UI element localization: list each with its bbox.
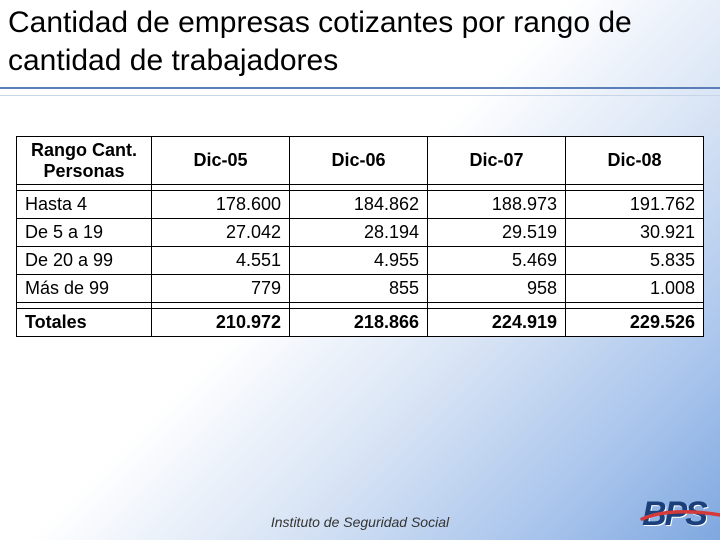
footer-text: Instituto de Seguridad Social [0,514,720,530]
cell: 779 [152,275,290,303]
cell: 5.469 [428,247,566,275]
title-divider [0,87,720,89]
cell: 4.551 [152,247,290,275]
cell: 5.835 [566,247,704,275]
table-row: De 20 a 99 4.551 4.955 5.469 5.835 [17,247,704,275]
row-label: De 20 a 99 [17,247,152,275]
totals-cell: 229.526 [566,309,704,337]
totals-label: Totales [17,309,152,337]
totals-cell: 210.972 [152,309,290,337]
cell: 30.921 [566,219,704,247]
row-label: Hasta 4 [17,191,152,219]
cell: 855 [290,275,428,303]
cell: 191.762 [566,191,704,219]
totals-cell: 218.866 [290,309,428,337]
cell: 178.600 [152,191,290,219]
col-header-0: Dic-05 [152,137,290,185]
totals-row: Totales 210.972 218.866 224.919 229.526 [17,309,704,337]
cell: 27.042 [152,219,290,247]
col-header-3: Dic-08 [566,137,704,185]
cell: 188.973 [428,191,566,219]
cell: 4.955 [290,247,428,275]
cell: 958 [428,275,566,303]
col-header-2: Dic-07 [428,137,566,185]
table-row: De 5 a 19 27.042 28.194 29.519 30.921 [17,219,704,247]
row-label: Más de 99 [17,275,152,303]
totals-cell: 224.919 [428,309,566,337]
table-row: Hasta 4 178.600 184.862 188.973 191.762 [17,191,704,219]
logo-text: BPS [642,495,706,533]
row-header: Rango Cant. Personas [17,137,152,185]
table-container: Rango Cant. Personas Dic-05 Dic-06 Dic-0… [0,96,720,337]
table-row: Más de 99 779 855 958 1.008 [17,275,704,303]
bps-logo: BPS [642,495,706,534]
cell: 184.862 [290,191,428,219]
cell: 29.519 [428,219,566,247]
cell: 28.194 [290,219,428,247]
col-header-1: Dic-06 [290,137,428,185]
row-label: De 5 a 19 [17,219,152,247]
data-table: Rango Cant. Personas Dic-05 Dic-06 Dic-0… [16,136,704,337]
page-title: Cantidad de empresas cotizantes por rang… [0,0,720,87]
table-header-row: Rango Cant. Personas Dic-05 Dic-06 Dic-0… [17,137,704,185]
cell: 1.008 [566,275,704,303]
